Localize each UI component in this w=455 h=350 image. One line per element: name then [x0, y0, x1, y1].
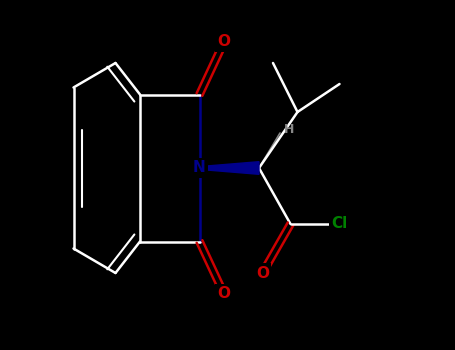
Text: N: N: [193, 161, 206, 175]
Text: O: O: [256, 266, 269, 280]
Polygon shape: [199, 162, 259, 174]
Text: Cl: Cl: [331, 217, 348, 231]
Text: H: H: [283, 123, 294, 136]
Text: O: O: [217, 35, 231, 49]
Text: O: O: [217, 287, 231, 301]
